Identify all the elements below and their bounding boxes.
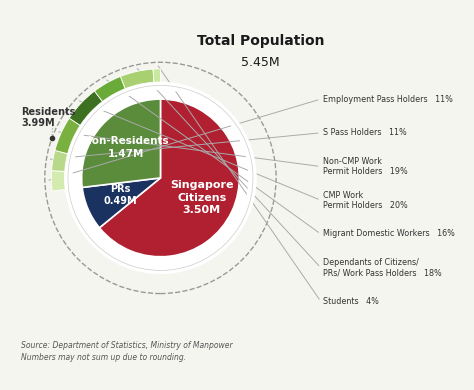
- Wedge shape: [55, 118, 80, 154]
- Text: Source: Department of Statistics, Ministry of Manpower
Numbers may not sum up du: Source: Department of Statistics, Minist…: [21, 341, 233, 362]
- Text: Employment Pass Holders   11%: Employment Pass Holders 11%: [323, 94, 453, 104]
- Wedge shape: [82, 178, 161, 228]
- Text: Dependants of Citizens/
PRs/ Work Pass Holders   18%: Dependants of Citizens/ PRs/ Work Pass H…: [323, 258, 442, 277]
- Wedge shape: [120, 69, 154, 89]
- Circle shape: [67, 85, 254, 271]
- Wedge shape: [100, 99, 239, 257]
- Wedge shape: [94, 76, 125, 101]
- Wedge shape: [52, 151, 68, 172]
- Text: Non-CMP Work
Permit Holders   19%: Non-CMP Work Permit Holders 19%: [323, 157, 408, 176]
- Text: Singapore
Citizens
3.50M: Singapore Citizens 3.50M: [170, 180, 234, 215]
- Text: Migrant Domestic Workers   16%: Migrant Domestic Workers 16%: [323, 229, 456, 239]
- Wedge shape: [51, 170, 65, 191]
- Text: CMP Work
Permit Holders   20%: CMP Work Permit Holders 20%: [323, 191, 408, 210]
- Wedge shape: [69, 91, 102, 125]
- Text: 5.45M: 5.45M: [241, 56, 280, 69]
- Wedge shape: [82, 99, 161, 188]
- Wedge shape: [153, 69, 161, 82]
- Text: Total Population: Total Population: [197, 34, 324, 48]
- Text: S Pass Holders   11%: S Pass Holders 11%: [323, 128, 407, 137]
- Text: Non-Residents
1.47M: Non-Residents 1.47M: [83, 136, 169, 159]
- Text: PRs
0.49M: PRs 0.49M: [104, 184, 137, 206]
- Text: Students   4%: Students 4%: [323, 297, 379, 306]
- Text: Residents
3.99M: Residents 3.99M: [21, 107, 75, 128]
